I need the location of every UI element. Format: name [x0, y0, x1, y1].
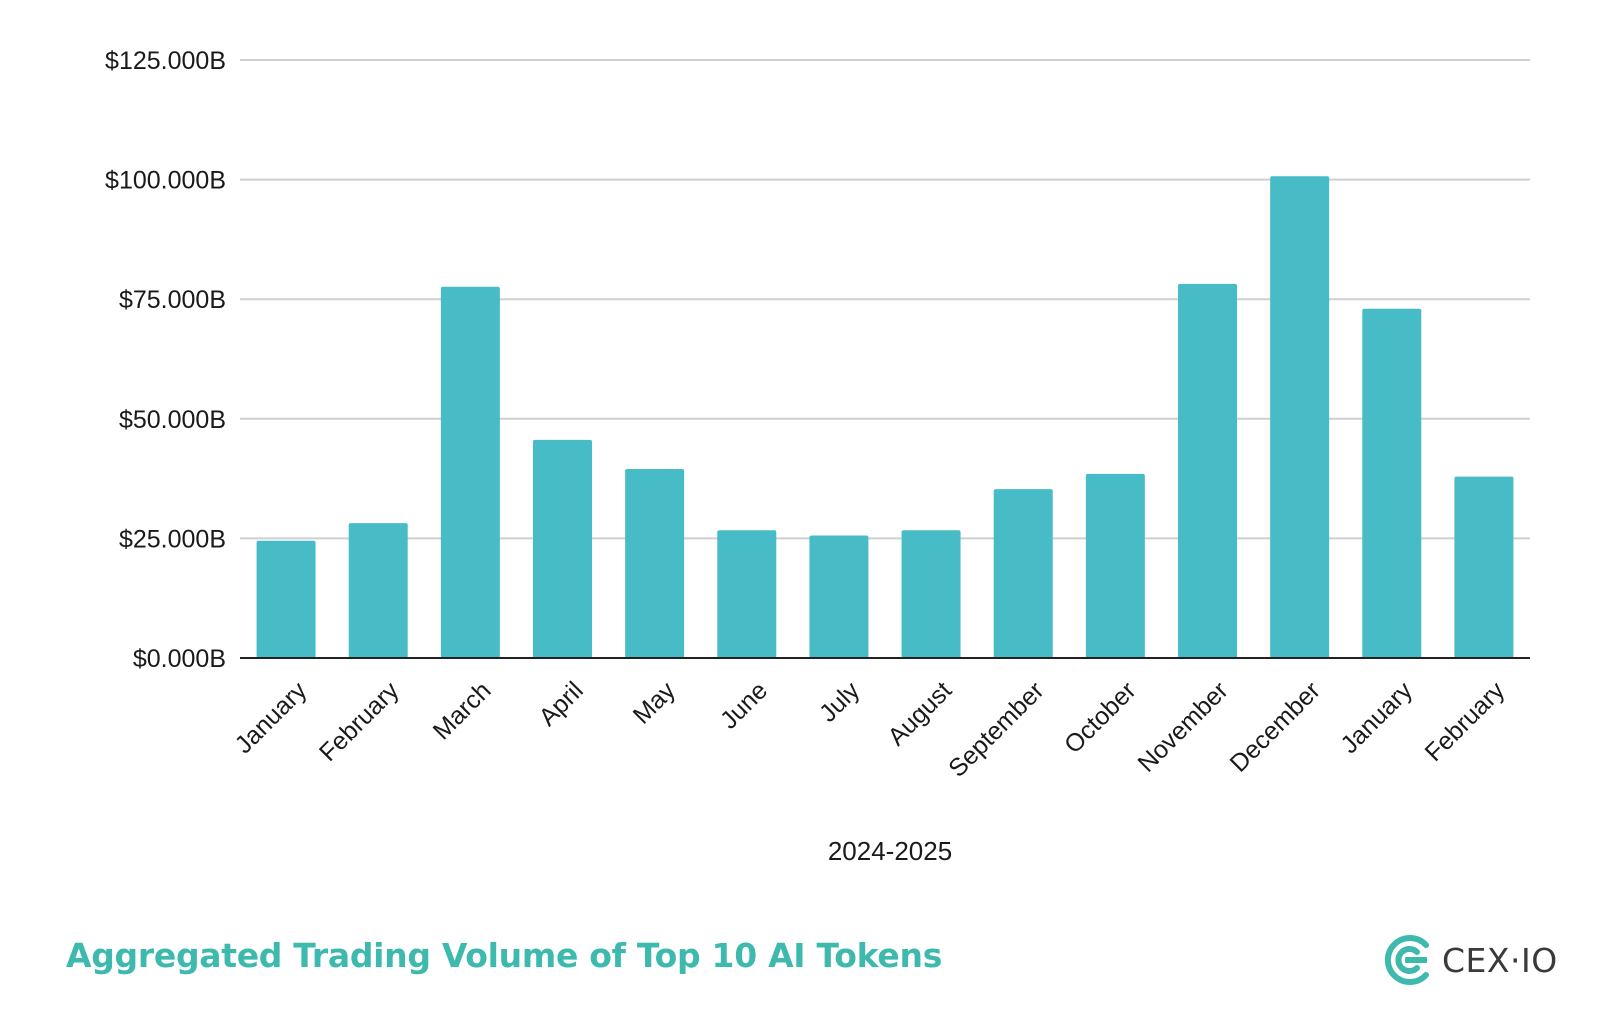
bar — [256, 540, 316, 658]
y-tick-label: $25.000B — [119, 525, 226, 553]
y-tick-label: $125.000B — [105, 47, 226, 75]
x-axis-tick-labels: January February March April May June July Augu… — [230, 676, 1511, 783]
x-tick-label: October — [1059, 676, 1142, 759]
bar — [901, 530, 961, 658]
x-tick-label: January — [1335, 676, 1418, 759]
x-axis-title: 2024-2025 — [828, 836, 952, 866]
bars — [256, 176, 1514, 658]
x-tick-label: June — [715, 676, 773, 734]
y-tick-label: $0.000B — [133, 645, 226, 673]
brand-logo: CEX·IO — [1380, 930, 1558, 990]
bar — [1085, 473, 1145, 658]
chart-title: Aggregated Trading Volume of Top 10 AI T… — [66, 936, 943, 975]
brand-name: CEX·IO — [1442, 940, 1558, 980]
bar — [533, 439, 592, 658]
x-tick-label: March — [428, 676, 497, 745]
x-tick-label: April — [534, 676, 589, 731]
x-tick-label: February — [314, 676, 405, 767]
x-tick-label: September — [943, 676, 1049, 782]
y-tick-label: $100.000B — [105, 167, 226, 195]
y-axis-tick-labels: $0.000B $25.000B $50.000B $75.000B $100.000B… — [105, 47, 226, 673]
x-tick-label: November — [1132, 676, 1233, 777]
cex-io-logo-icon — [1384, 935, 1429, 985]
x-tick-label: July — [814, 676, 866, 728]
bar — [993, 489, 1053, 658]
bar — [717, 530, 777, 658]
bar — [348, 523, 408, 658]
x-tick-label: December — [1225, 676, 1326, 777]
y-tick-label: $75.000B — [119, 286, 226, 314]
x-tick-label: January — [230, 676, 313, 759]
bar — [809, 535, 869, 658]
bar — [1178, 283, 1237, 658]
gridlines — [240, 59, 1530, 540]
bar — [1454, 476, 1514, 658]
bar — [1362, 308, 1422, 658]
bar — [1270, 176, 1330, 658]
x-tick-label: August — [882, 676, 957, 751]
bar — [625, 469, 685, 658]
bar — [440, 286, 500, 658]
y-tick-label: $50.000B — [119, 406, 226, 434]
x-tick-label: February — [1420, 676, 1511, 767]
x-tick-label: May — [628, 676, 682, 730]
